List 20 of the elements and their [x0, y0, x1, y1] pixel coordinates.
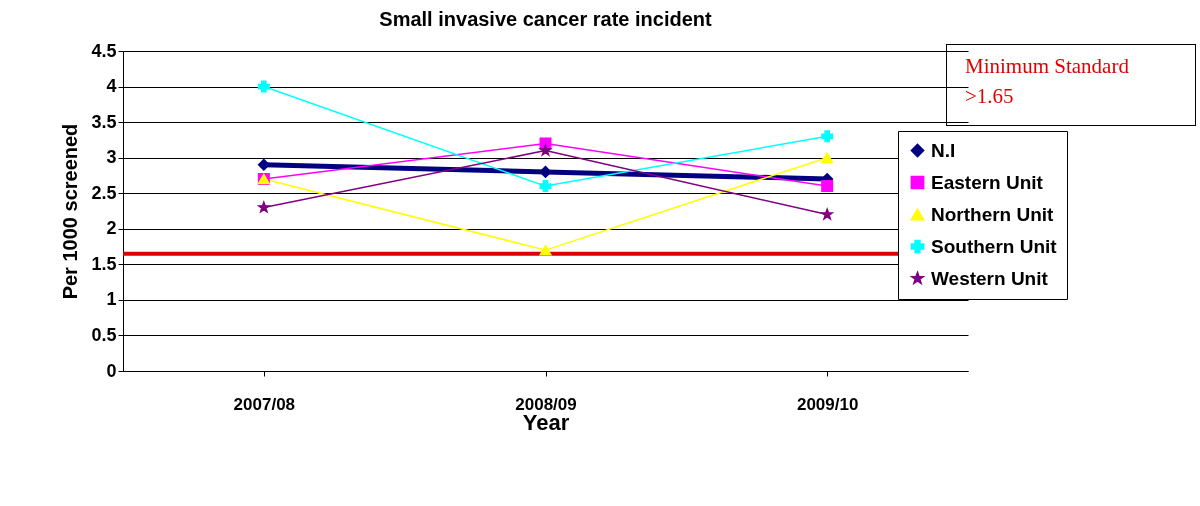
- legend-label: Eastern Unit: [931, 171, 1044, 193]
- y-tick-label: 4.5: [91, 40, 117, 61]
- y-tick-label: 1: [106, 289, 117, 310]
- legend-label: N.I: [931, 139, 956, 161]
- y-tick-label: 2: [106, 218, 117, 239]
- y-tick-label: 4: [106, 76, 117, 97]
- y-tick-label: 0.5: [91, 324, 117, 345]
- annotation: Minimum Standard >1.65: [946, 44, 1196, 126]
- y-tick-label: 1.5: [91, 253, 117, 274]
- y-tick-label: 0: [106, 360, 117, 381]
- y-tick-label: 2.5: [91, 182, 117, 203]
- legend-label: Western Unit: [931, 267, 1049, 289]
- chart-title: Small invasive cancer rate incident: [379, 8, 713, 30]
- y-tick-label: 3: [106, 147, 117, 168]
- legend-label: Northern Unit: [931, 203, 1055, 225]
- y-axis-title: Per 1000 screened: [59, 123, 82, 300]
- x-tick-label: 2007/08: [233, 394, 296, 414]
- legend-label: Southern Unit: [931, 235, 1058, 257]
- x-tick-label: 2009/10: [796, 394, 859, 414]
- y-tick-label: 3.5: [91, 111, 117, 132]
